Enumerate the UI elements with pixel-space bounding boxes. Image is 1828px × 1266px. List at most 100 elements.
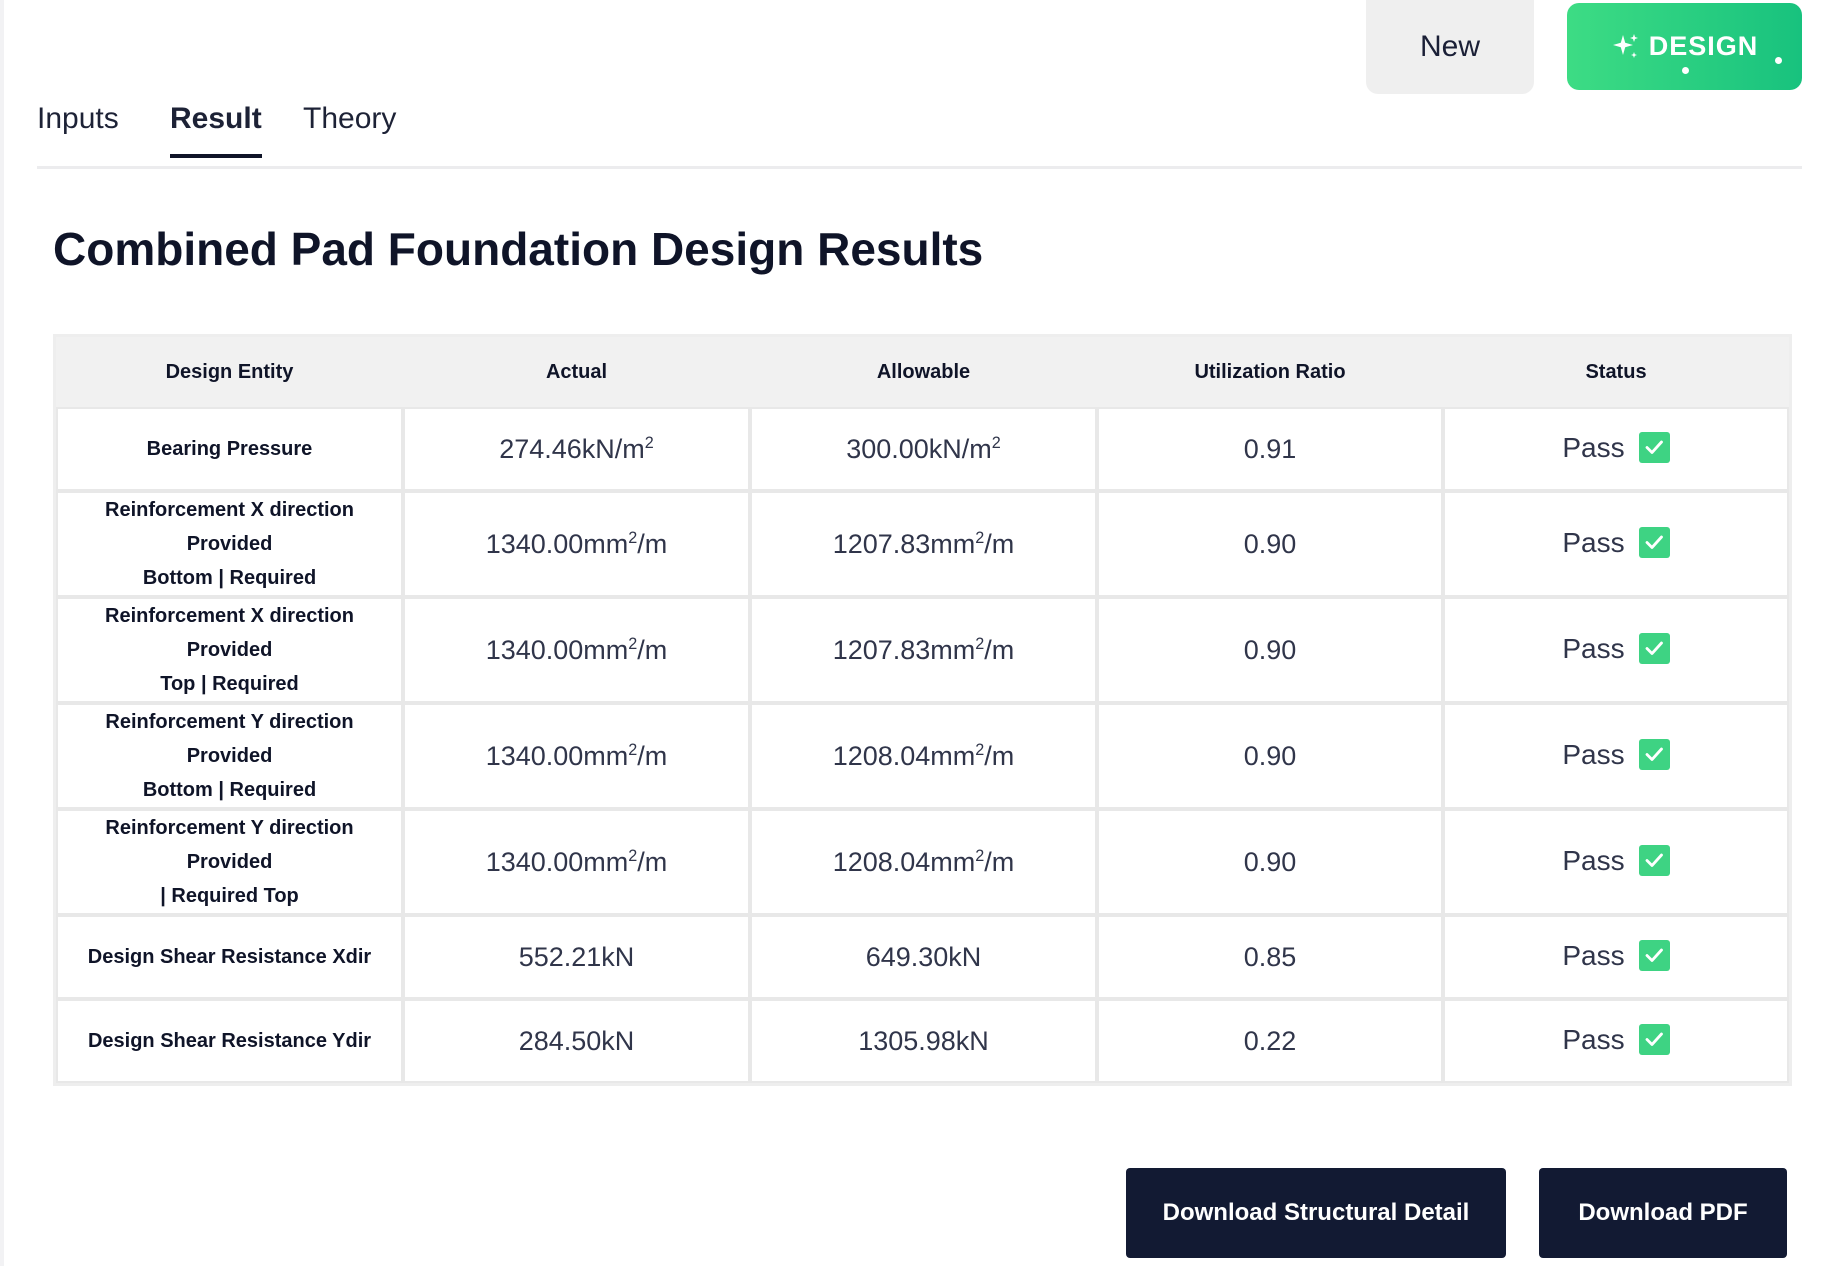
sparkle-icon	[1611, 32, 1641, 62]
column-header: Actual	[403, 337, 750, 407]
status-text: Pass	[1562, 940, 1625, 972]
value-unit-suffix: /m	[637, 740, 668, 771]
value-unit-suffix: /m	[637, 528, 668, 559]
value-number: 1208.04mm	[832, 846, 976, 877]
column-header: Allowable	[750, 337, 1097, 407]
design-entity-line: Reinforcement X direction Provided	[105, 499, 354, 555]
design-entity-cell: Design Shear Resistance Xdir	[56, 915, 403, 999]
check-icon	[1638, 844, 1670, 876]
value-number: 1305.98kN	[858, 1025, 989, 1056]
table-row: Reinforcement Y direction Provided | Requ…	[56, 809, 1789, 915]
table-header-row: Design Entity Actual Allowable Utilizati…	[56, 337, 1789, 407]
results-table: Design Entity Actual Allowable Utilizati…	[53, 334, 1792, 1086]
actual-value-cell: 1340.00mm2/m	[403, 703, 750, 809]
design-entity-line: Reinforcement X direction Provided	[105, 605, 354, 661]
actual-value-cell: 1340.00mm2/m	[403, 809, 750, 915]
value-number: 284.50kN	[518, 1025, 635, 1056]
status-cell: Pass	[1443, 703, 1789, 809]
allowable-value-cell: 300.00kN/m2	[750, 407, 1097, 491]
tab-result[interactable]: Result	[170, 102, 262, 158]
value-number: 1340.00mm	[485, 634, 629, 665]
design-entity-line: Reinforcement Y direction Provided	[105, 817, 354, 873]
allowable-value-cell: 649.30kN	[750, 915, 1097, 999]
design-button[interactable]: DESIGN	[1567, 3, 1802, 90]
status-cell: Pass	[1443, 597, 1789, 703]
allowable-value-cell: 1305.98kN	[750, 999, 1097, 1083]
download-structural-detail-button[interactable]: Download Structural Detail	[1126, 1168, 1506, 1258]
value-exponent: 2	[628, 846, 638, 865]
indicator-dot	[1682, 67, 1689, 74]
actual-value-cell: 1340.00mm2/m	[403, 597, 750, 703]
value-unit-suffix: /m	[984, 634, 1015, 665]
design-entity-line: Bearing Pressure	[146, 438, 313, 460]
value-number: 552.21kN	[518, 941, 635, 972]
actual-value-cell: 1340.00mm2/m	[403, 491, 750, 597]
value-exponent: 2	[991, 433, 1001, 452]
tab-theory[interactable]: Theory	[303, 102, 397, 135]
design-entity-line: Design Shear Resistance Ydir	[87, 1030, 372, 1052]
indicator-dot	[1775, 57, 1782, 64]
check-icon	[1638, 431, 1670, 463]
table-row: Reinforcement X direction Provided Bottom…	[56, 491, 1789, 597]
value-exponent: 2	[628, 740, 638, 759]
utilization-ratio-cell: 0.90	[1097, 491, 1443, 597]
column-header: Utilization Ratio	[1097, 337, 1443, 407]
tab-inputs[interactable]: Inputs	[37, 102, 119, 135]
utilization-ratio-cell: 0.85	[1097, 915, 1443, 999]
actual-value-cell: 284.50kN	[403, 999, 750, 1083]
column-header: Status	[1443, 337, 1789, 407]
value-exponent: 2	[628, 528, 638, 547]
value-number: 1340.00mm	[485, 528, 629, 559]
value-exponent: 2	[975, 634, 985, 653]
value-number: 1207.83mm	[832, 634, 976, 665]
actual-value-cell: 552.21kN	[403, 915, 750, 999]
design-entity-line: Bottom | Required	[142, 779, 317, 801]
design-entity-cell: Design Shear Resistance Ydir	[56, 999, 403, 1083]
design-entity-cell: Reinforcement Y direction Provided | Requ…	[56, 809, 403, 915]
allowable-value-cell: 1208.04mm2/m	[750, 809, 1097, 915]
value-unit-suffix: /m	[637, 634, 668, 665]
utilization-ratio-cell: 0.90	[1097, 703, 1443, 809]
value-number: 1207.83mm	[832, 528, 976, 559]
value-unit-suffix: /m	[984, 528, 1015, 559]
check-icon	[1638, 939, 1670, 971]
status-text: Pass	[1562, 845, 1625, 877]
page-title: Combined Pad Foundation Design Results	[53, 223, 984, 275]
value-exponent: 2	[644, 433, 654, 452]
design-entity-line: Top | Required	[160, 673, 299, 695]
new-button[interactable]: New	[1366, 0, 1534, 94]
status-cell: Pass	[1443, 491, 1789, 597]
design-entity-line: Reinforcement Y direction Provided	[105, 711, 354, 767]
status-text: Pass	[1562, 633, 1625, 665]
value-exponent: 2	[975, 528, 985, 547]
check-icon	[1638, 526, 1670, 558]
table-row: Design Shear Resistance Xdir 552.21kN 64…	[56, 915, 1789, 999]
column-header: Design Entity	[56, 337, 403, 407]
left-edge-strip	[0, 0, 4, 1266]
value-number: 274.46kN/m	[499, 433, 645, 464]
utilization-ratio-cell: 0.91	[1097, 407, 1443, 491]
allowable-value-cell: 1208.04mm2/m	[750, 703, 1097, 809]
table-row: Reinforcement Y direction Provided Bottom…	[56, 703, 1789, 809]
value-number: 1340.00mm	[485, 846, 629, 877]
status-cell: Pass	[1443, 915, 1789, 999]
value-unit-suffix: /m	[984, 846, 1015, 877]
value-unit-suffix: /m	[984, 740, 1015, 771]
design-entity-line: | Required Top	[160, 885, 299, 907]
design-entity-cell: Reinforcement X direction Provided Bottom…	[56, 491, 403, 597]
allowable-value-cell: 1207.83mm2/m	[750, 491, 1097, 597]
value-exponent: 2	[975, 740, 985, 759]
utilization-ratio-cell: 0.22	[1097, 999, 1443, 1083]
status-text: Pass	[1562, 432, 1625, 464]
design-entity-cell: Bearing Pressure	[56, 407, 403, 491]
status-cell: Pass	[1443, 809, 1789, 915]
download-pdf-button[interactable]: Download PDF	[1539, 1168, 1787, 1258]
design-entity-line: Bottom | Required	[142, 567, 317, 589]
status-text: Pass	[1562, 739, 1625, 771]
design-button-label: DESIGN	[1648, 31, 1759, 61]
allowable-value-cell: 1207.83mm2/m	[750, 597, 1097, 703]
value-exponent: 2	[628, 634, 638, 653]
design-entity-cell: Reinforcement X direction Provided Top | …	[56, 597, 403, 703]
status-cell: Pass	[1443, 999, 1789, 1083]
value-number: 300.00kN/m	[846, 433, 992, 464]
